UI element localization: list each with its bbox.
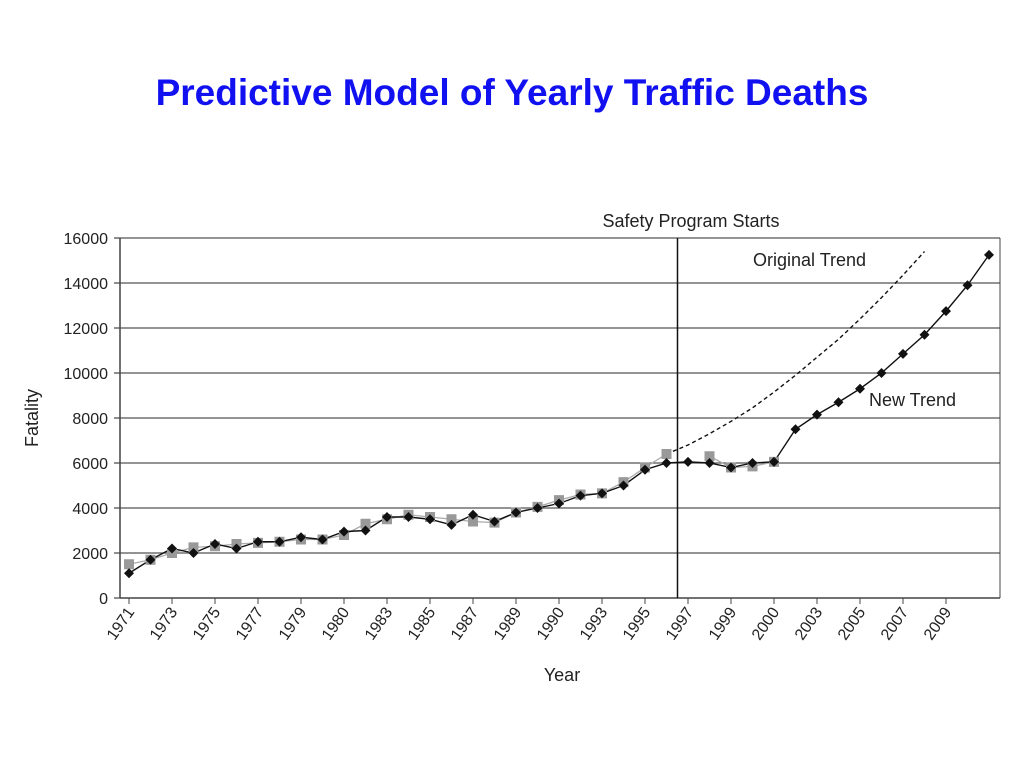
program-start-label: Safety Program Starts xyxy=(602,211,779,231)
diamond-marker xyxy=(898,348,908,359)
x-tick-label: 2007 xyxy=(878,604,912,643)
diamond-marker xyxy=(489,516,500,527)
diamond-marker xyxy=(661,458,672,468)
square-marker xyxy=(661,449,672,459)
square-marker xyxy=(704,451,715,462)
diamond-marker xyxy=(919,329,930,340)
x-tick-label: 2005 xyxy=(835,604,869,643)
y-tick-label: 14000 xyxy=(64,276,109,293)
square-marker xyxy=(188,542,199,553)
diamond-marker xyxy=(317,534,328,545)
diamond-marker xyxy=(188,548,199,558)
y-axis-title: Fatality xyxy=(22,389,42,447)
series-square-line xyxy=(709,455,775,469)
diamond-marker xyxy=(210,539,220,549)
x-tick-label: 1973 xyxy=(147,604,181,643)
diamond-marker xyxy=(403,512,414,522)
x-tick-label: 1995 xyxy=(620,604,654,643)
diamond-marker xyxy=(640,464,650,475)
x-tick-label: 1999 xyxy=(706,604,740,643)
x-tick-label: 1983 xyxy=(362,604,396,643)
diamond-marker xyxy=(446,519,457,530)
diamond-marker xyxy=(876,368,887,378)
original-trend-line xyxy=(666,251,926,455)
x-tick-label: 1977 xyxy=(233,604,267,643)
y-tick-label: 16000 xyxy=(64,231,109,248)
diamond-marker xyxy=(812,409,822,420)
square-marker xyxy=(124,559,134,570)
series-group xyxy=(124,249,994,579)
diamond-marker xyxy=(253,536,263,547)
y-tick-label: 0 xyxy=(99,591,108,608)
diamond-marker xyxy=(382,512,392,522)
x-tick-label: 2000 xyxy=(749,604,783,643)
y-tick-label: 12000 xyxy=(64,321,109,338)
diamond-marker xyxy=(769,456,779,467)
x-tick-label: 1975 xyxy=(190,604,224,643)
diamond-marker xyxy=(231,543,242,554)
new-trend-label: New Trend xyxy=(869,390,956,410)
x-tick-label: 1985 xyxy=(405,604,439,643)
diamond-marker xyxy=(296,532,306,543)
diamond-marker xyxy=(468,509,478,520)
diamond-marker xyxy=(145,554,156,565)
diamond-marker xyxy=(511,507,521,518)
x-tick-label: 2009 xyxy=(921,604,955,643)
diamond-marker xyxy=(704,458,715,468)
diamond-marker xyxy=(747,458,758,468)
diamond-marker xyxy=(167,543,177,554)
y-tick-label: 8000 xyxy=(72,411,108,428)
x-axis-title: Year xyxy=(544,665,580,685)
diamond-marker xyxy=(597,488,607,499)
x-tick-label: 1980 xyxy=(319,604,353,643)
diamond-marker xyxy=(532,503,543,513)
x-tick-label: 1989 xyxy=(491,604,525,643)
y-tick-label: 4000 xyxy=(72,501,108,518)
x-tick-label: 2003 xyxy=(792,604,826,643)
square-marker xyxy=(360,518,371,529)
x-tick-label: 1987 xyxy=(448,604,482,643)
diamond-marker xyxy=(360,525,371,536)
square-marker xyxy=(468,516,478,527)
diamond-marker xyxy=(962,280,973,291)
series-diamond-line xyxy=(128,254,990,574)
diamond-marker xyxy=(726,462,736,473)
diamond-marker xyxy=(833,397,844,408)
diamond-marker xyxy=(554,498,564,509)
x-tick-label: 1997 xyxy=(663,604,697,643)
y-tick-label: 6000 xyxy=(72,456,108,473)
diamond-marker xyxy=(425,514,435,525)
series-square-line xyxy=(128,453,667,565)
diamond-marker xyxy=(984,249,994,260)
slide-title: Predictive Model of Yearly Traffic Death… xyxy=(155,72,869,113)
diamond-marker xyxy=(618,480,629,491)
square-marker xyxy=(446,514,457,525)
x-tick-label: 1990 xyxy=(534,604,568,643)
y-tick-label: 10000 xyxy=(64,366,109,383)
original-trend-label: Original Trend xyxy=(753,250,866,270)
diamond-marker xyxy=(339,526,349,537)
y-axis-ticks: 0 2000 4000 6000 8000 10000 12000 14000 16000 xyxy=(64,231,120,608)
x-tick-label: 1979 xyxy=(276,604,310,643)
diamond-marker xyxy=(941,306,951,317)
y-tick-label: 2000 xyxy=(72,546,108,563)
diamond-marker xyxy=(790,424,801,435)
x-tick-label: 1971 xyxy=(104,604,138,643)
x-axis-ticks: 1971 1973 1975 1977 1979 1980 1983 1985 1987 1989… xyxy=(104,598,955,643)
diamond-marker xyxy=(274,536,285,547)
diamond-marker xyxy=(855,383,865,394)
diamond-marker xyxy=(575,490,586,501)
diamond-marker xyxy=(683,456,693,467)
diamond-marker xyxy=(124,568,134,579)
x-tick-label: 1993 xyxy=(577,604,611,643)
